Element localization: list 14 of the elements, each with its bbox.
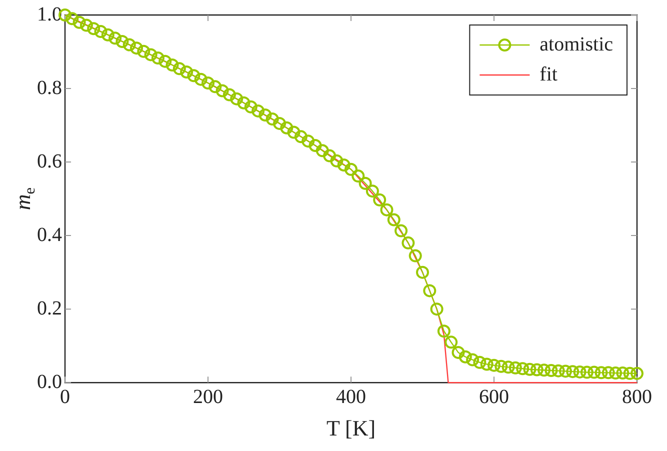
x-tick-label: 400: [336, 386, 366, 408]
y-axis-title: me: [10, 187, 39, 210]
x-axis-title: T [K]: [326, 416, 376, 441]
y-tick-label: 0.2: [37, 297, 62, 320]
x-tick-label: 800: [622, 386, 652, 408]
y-tick-label: 0.4: [37, 224, 62, 246]
x-tick-label: 0: [60, 386, 70, 408]
legend-label: atomistic: [540, 33, 614, 56]
x-tick-label: 600: [479, 386, 509, 408]
y-tick-label: 0.8: [37, 76, 62, 99]
y-tick-label: 0.0: [37, 370, 62, 393]
x-tick-label: 200: [193, 386, 223, 408]
y-tick-label: 0.6: [37, 150, 62, 172]
legend-label: fit: [540, 63, 558, 86]
